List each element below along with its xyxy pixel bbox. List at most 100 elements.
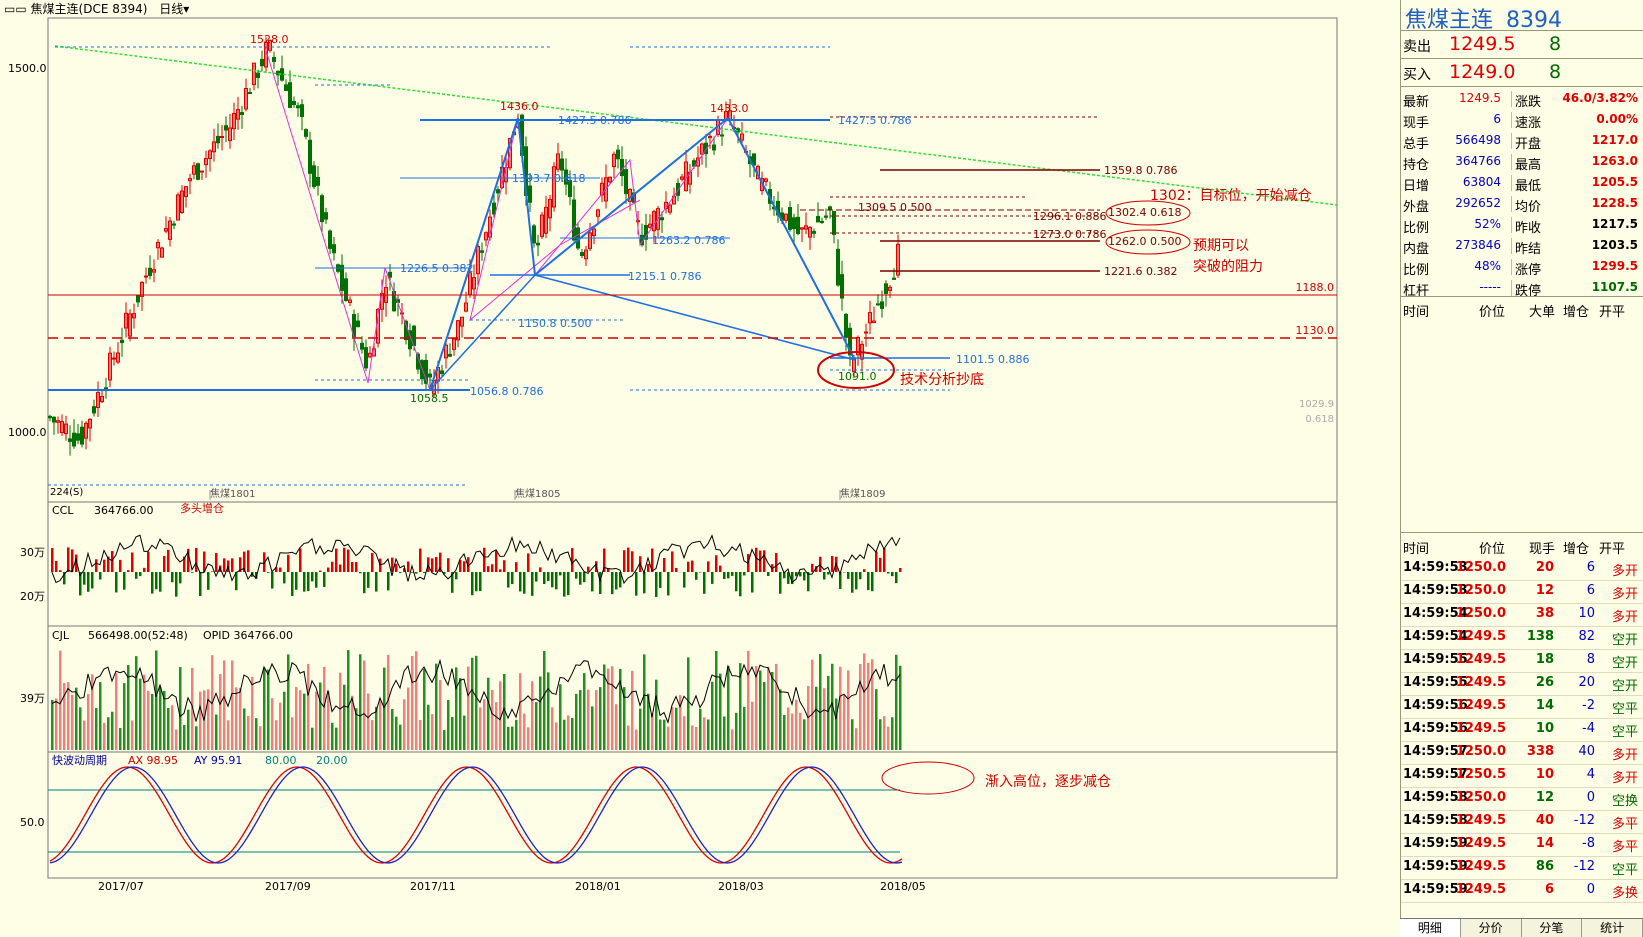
candle-body bbox=[793, 218, 796, 229]
tab-detail[interactable]: 明细 bbox=[1400, 919, 1461, 937]
ccl-bar bbox=[299, 548, 302, 572]
cjl-bar bbox=[567, 715, 570, 750]
ccl-bar bbox=[859, 572, 862, 579]
pivot-label: 1058.5 bbox=[410, 392, 449, 405]
candle-body bbox=[537, 243, 540, 245]
cjl-bar bbox=[431, 714, 434, 750]
tick-price: 1249.5 bbox=[1456, 882, 1506, 897]
tick-price: 1249.5 bbox=[1456, 721, 1506, 736]
candle-body bbox=[621, 159, 624, 175]
cjl-bar bbox=[479, 707, 482, 750]
ccl-bar bbox=[479, 572, 482, 591]
ccl-bar bbox=[799, 572, 802, 576]
tab-stats[interactable]: 统计 bbox=[1582, 919, 1643, 937]
cjl-bar bbox=[559, 684, 562, 750]
cjl-bar bbox=[535, 702, 538, 750]
cjl-bar bbox=[139, 679, 142, 750]
y-tick-label: 50.0 bbox=[20, 816, 45, 829]
cjl-bar bbox=[591, 706, 594, 750]
candle-body bbox=[817, 216, 820, 222]
ccl-bar bbox=[371, 553, 374, 572]
cjl-bar bbox=[523, 714, 526, 750]
ccl-bar bbox=[351, 562, 354, 572]
tab-price[interactable]: 分价 bbox=[1461, 919, 1522, 937]
tick-change: 0 bbox=[1587, 882, 1595, 897]
cjl-bar bbox=[539, 676, 542, 750]
candle-body bbox=[361, 343, 364, 349]
stat-value: 1217.5 bbox=[1592, 217, 1638, 231]
pivot-label: 1528.0 bbox=[250, 33, 289, 46]
cjl-bar bbox=[55, 699, 58, 750]
candle-body bbox=[293, 101, 296, 104]
stat-value: 46.0/3.82% bbox=[1562, 91, 1638, 105]
cjl-bar bbox=[255, 718, 258, 750]
ccl-bar bbox=[635, 572, 638, 596]
ccl-bar bbox=[547, 572, 550, 581]
cjl-bar bbox=[79, 707, 82, 750]
ccl-bar bbox=[315, 572, 318, 588]
cjl-bar bbox=[187, 710, 190, 750]
tab-trades[interactable]: 分笔 bbox=[1522, 919, 1583, 937]
ccl-bar bbox=[495, 551, 498, 572]
candle-body bbox=[77, 434, 80, 440]
ccl-bar bbox=[583, 572, 586, 582]
cjl-bar bbox=[871, 659, 874, 750]
cjl-bar bbox=[875, 689, 878, 750]
ccl-bar bbox=[831, 556, 834, 572]
cjl-bar bbox=[855, 728, 858, 750]
ccl-bar bbox=[295, 572, 298, 590]
stat-label: 最新 bbox=[1403, 91, 1429, 110]
x-tick-label: 2017/11 bbox=[410, 880, 456, 893]
ccl-bar bbox=[855, 572, 858, 589]
tick-change: -12 bbox=[1574, 859, 1595, 874]
candle-body bbox=[313, 166, 316, 187]
cjl-bar bbox=[115, 673, 118, 750]
cjl-bar bbox=[295, 687, 298, 750]
tick-price: 1250.0 bbox=[1456, 583, 1506, 598]
candle-body bbox=[821, 221, 824, 222]
cjl-bar bbox=[851, 719, 854, 750]
candle-body bbox=[753, 154, 756, 165]
ccl-bar bbox=[731, 572, 734, 576]
bottom-tabs[interactable]: 明细 分价 分笔 统计 bbox=[1400, 918, 1643, 937]
x-tick-label: 2018/05 bbox=[880, 880, 926, 893]
cjl-bar bbox=[823, 688, 826, 750]
y-tick-label: 20万 bbox=[20, 590, 45, 603]
cjl-bar bbox=[151, 694, 154, 750]
fib-label: 1215.1 0.786 bbox=[628, 270, 701, 283]
candle-body bbox=[309, 140, 312, 173]
cjl-bar bbox=[583, 673, 586, 750]
ccl-bar bbox=[423, 572, 426, 573]
tick-type: 多开 bbox=[1612, 606, 1638, 625]
ccl-bar bbox=[311, 572, 314, 581]
ccl-bar bbox=[879, 558, 882, 572]
pivot-label: 1433.0 bbox=[710, 102, 749, 115]
ccl-bar bbox=[387, 572, 390, 590]
kd-slow-line bbox=[50, 767, 902, 863]
stat-label: 最高 bbox=[1511, 154, 1541, 170]
contract-label: 焦煤1801 bbox=[210, 487, 255, 500]
tick-price: 1249.5 bbox=[1456, 813, 1506, 828]
stat-label: 开盘 bbox=[1511, 133, 1541, 149]
candle-body bbox=[449, 354, 452, 356]
cjl-bar bbox=[51, 700, 54, 750]
